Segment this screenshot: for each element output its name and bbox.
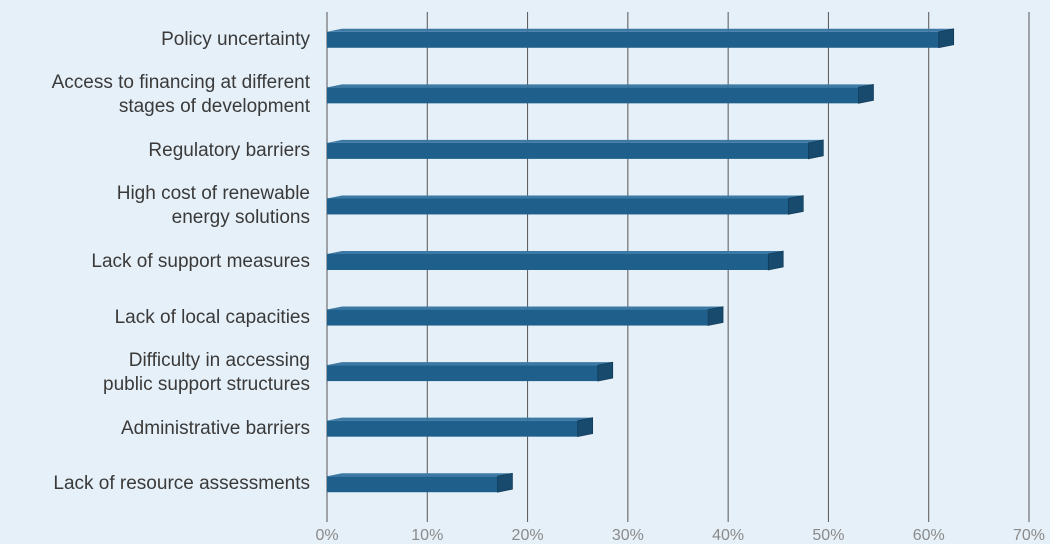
- bar: [327, 195, 804, 215]
- x-tick-label: 20%: [512, 527, 544, 544]
- bar: [327, 83, 874, 104]
- category-label: Lack of support measures: [91, 251, 310, 272]
- category-label: Lack of resource assessments: [53, 473, 310, 495]
- bar-face: [327, 420, 578, 437]
- x-tick-label: 60%: [913, 527, 945, 544]
- bar-end: [858, 83, 874, 104]
- bar: [327, 472, 513, 493]
- bar-face: [327, 31, 939, 48]
- x-tick-label: 70%: [1013, 527, 1045, 544]
- bar: [327, 139, 824, 160]
- category-label: Administrative barriers: [121, 417, 310, 439]
- x-tick-label: 40%: [712, 527, 744, 544]
- bar-top: [327, 84, 874, 88]
- bar-end: [938, 28, 955, 49]
- bar-face: [327, 142, 809, 159]
- bar-face: [327, 309, 709, 326]
- bar-end: [577, 417, 594, 438]
- bar-end: [788, 195, 804, 215]
- bar: [327, 28, 955, 49]
- bar: [327, 306, 724, 326]
- bar-top: [327, 28, 954, 32]
- category-label: Policy uncertainty: [161, 28, 310, 50]
- bar-top: [327, 417, 593, 421]
- bar-face: [327, 476, 498, 493]
- category-label: High cost of renewable energy solutions: [116, 183, 310, 229]
- bar-end: [497, 472, 513, 493]
- bar-top: [327, 362, 613, 366]
- bar-end: [808, 139, 824, 160]
- bar-face: [327, 365, 598, 382]
- category-label: Regulatory barriers: [148, 139, 310, 161]
- bar-top: [327, 306, 724, 310]
- bar: [327, 250, 784, 271]
- bar-face: [327, 198, 789, 215]
- bar-top: [327, 251, 784, 254]
- x-tick-label: 50%: [812, 527, 844, 544]
- bar: [327, 361, 614, 382]
- bar-end: [597, 361, 614, 382]
- category-label: Lack of local capacities: [114, 306, 310, 328]
- bar: [327, 417, 594, 438]
- bar-face: [327, 254, 769, 270]
- bar-end: [767, 250, 784, 271]
- bar-top: [327, 139, 824, 143]
- category-label: Access to financing at different stages …: [51, 72, 310, 118]
- x-tick-label: 0%: [315, 527, 338, 544]
- bar-top: [327, 195, 804, 199]
- category-label: Difficulty in accessing public support s…: [103, 350, 310, 396]
- x-tick-label: 30%: [612, 527, 644, 544]
- bar-end: [707, 306, 724, 326]
- bar-top: [327, 473, 513, 477]
- bar-face: [327, 87, 859, 104]
- x-tick-label: 10%: [411, 527, 443, 544]
